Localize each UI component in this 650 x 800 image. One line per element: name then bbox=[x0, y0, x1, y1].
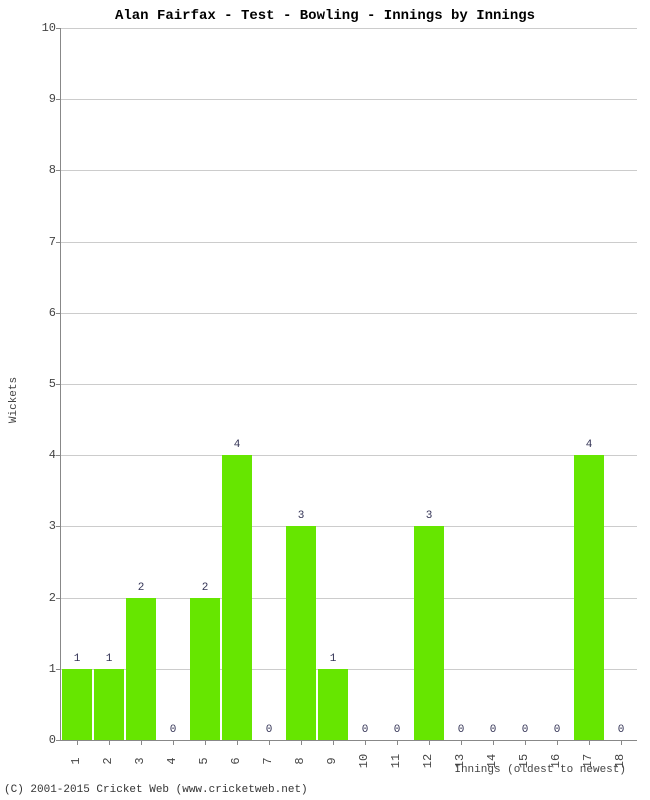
gridline bbox=[61, 384, 637, 385]
xtick-mark bbox=[205, 740, 206, 745]
xtick-label: 4 bbox=[165, 751, 179, 771]
ytick-label: 9 bbox=[36, 92, 56, 106]
xtick-mark bbox=[525, 740, 526, 745]
xtick-label: 6 bbox=[229, 751, 243, 771]
ytick-label: 5 bbox=[36, 377, 56, 391]
gridline bbox=[61, 28, 637, 29]
xtick-label: 15 bbox=[517, 751, 531, 771]
copyright-text: (C) 2001-2015 Cricket Web (www.cricketwe… bbox=[4, 784, 308, 796]
xtick-mark bbox=[269, 740, 270, 745]
bar-value-label: 0 bbox=[618, 724, 625, 736]
ytick-label: 10 bbox=[36, 21, 56, 35]
xtick-mark bbox=[397, 740, 398, 745]
plot-area: 1 1 2 0 2 4 0 3 1 0 0 3 0 0 0 0 4 0 bbox=[60, 28, 637, 741]
gridline bbox=[61, 313, 637, 314]
xtick-mark bbox=[333, 740, 334, 745]
xtick-label: 7 bbox=[261, 751, 275, 771]
xtick-mark bbox=[301, 740, 302, 745]
gridline bbox=[61, 99, 637, 100]
y-axis-label: Wickets bbox=[8, 377, 20, 423]
bar-value-label: 2 bbox=[138, 582, 145, 594]
bar-value-label: 0 bbox=[522, 724, 529, 736]
bar bbox=[414, 526, 444, 740]
ytick-mark bbox=[56, 740, 61, 741]
xtick-label: 11 bbox=[389, 751, 403, 771]
bar bbox=[222, 455, 252, 740]
xtick-mark bbox=[557, 740, 558, 745]
xtick-mark bbox=[365, 740, 366, 745]
xtick-mark bbox=[621, 740, 622, 745]
bar-value-label: 1 bbox=[74, 653, 81, 665]
bar-value-label: 0 bbox=[266, 724, 273, 736]
ytick-label: 2 bbox=[36, 591, 56, 605]
xtick-mark bbox=[493, 740, 494, 745]
gridline bbox=[61, 170, 637, 171]
xtick-mark bbox=[237, 740, 238, 745]
xtick-label: 5 bbox=[197, 751, 211, 771]
gridline bbox=[61, 455, 637, 456]
bar-value-label: 3 bbox=[298, 510, 305, 522]
gridline bbox=[61, 242, 637, 243]
ytick-label: 7 bbox=[36, 235, 56, 249]
ytick-label: 4 bbox=[36, 448, 56, 462]
xtick-mark bbox=[77, 740, 78, 745]
xtick-label: 14 bbox=[485, 751, 499, 771]
bar-value-label: 0 bbox=[458, 724, 465, 736]
xtick-mark bbox=[109, 740, 110, 745]
bar-value-label: 4 bbox=[586, 439, 593, 451]
xtick-label: 17 bbox=[581, 751, 595, 771]
bar bbox=[318, 669, 348, 740]
bar bbox=[126, 598, 156, 740]
bar-value-label: 0 bbox=[362, 724, 369, 736]
xtick-mark bbox=[173, 740, 174, 745]
bar bbox=[62, 669, 92, 740]
bar-value-label: 2 bbox=[202, 582, 209, 594]
ytick-label: 1 bbox=[36, 662, 56, 676]
bar-value-label: 0 bbox=[554, 724, 561, 736]
xtick-label: 9 bbox=[325, 751, 339, 771]
xtick-mark bbox=[461, 740, 462, 745]
xtick-label: 13 bbox=[453, 751, 467, 771]
bar-value-label: 0 bbox=[170, 724, 177, 736]
bar-value-label: 1 bbox=[106, 653, 113, 665]
chart-container: Alan Fairfax - Test - Bowling - Innings … bbox=[0, 0, 650, 800]
xtick-label: 16 bbox=[549, 751, 563, 771]
ytick-label: 8 bbox=[36, 163, 56, 177]
ytick-label: 3 bbox=[36, 519, 56, 533]
bar-value-label: 0 bbox=[394, 724, 401, 736]
bar bbox=[190, 598, 220, 740]
chart-title: Alan Fairfax - Test - Bowling - Innings … bbox=[0, 8, 650, 24]
bar-value-label: 1 bbox=[330, 653, 337, 665]
bar bbox=[574, 455, 604, 740]
bar-value-label: 3 bbox=[426, 510, 433, 522]
bar bbox=[286, 526, 316, 740]
ytick-label: 6 bbox=[36, 306, 56, 320]
xtick-label: 1 bbox=[69, 751, 83, 771]
bar-value-label: 0 bbox=[490, 724, 497, 736]
gridline bbox=[61, 526, 637, 527]
xtick-mark bbox=[589, 740, 590, 745]
bar-value-label: 4 bbox=[234, 439, 241, 451]
xtick-mark bbox=[429, 740, 430, 745]
bar bbox=[94, 669, 124, 740]
ytick-label: 0 bbox=[36, 733, 56, 747]
xtick-label: 3 bbox=[133, 751, 147, 771]
xtick-label: 18 bbox=[613, 751, 627, 771]
xtick-mark bbox=[141, 740, 142, 745]
xtick-label: 10 bbox=[357, 751, 371, 771]
xtick-label: 12 bbox=[421, 751, 435, 771]
xtick-label: 8 bbox=[293, 751, 307, 771]
xtick-label: 2 bbox=[101, 751, 115, 771]
